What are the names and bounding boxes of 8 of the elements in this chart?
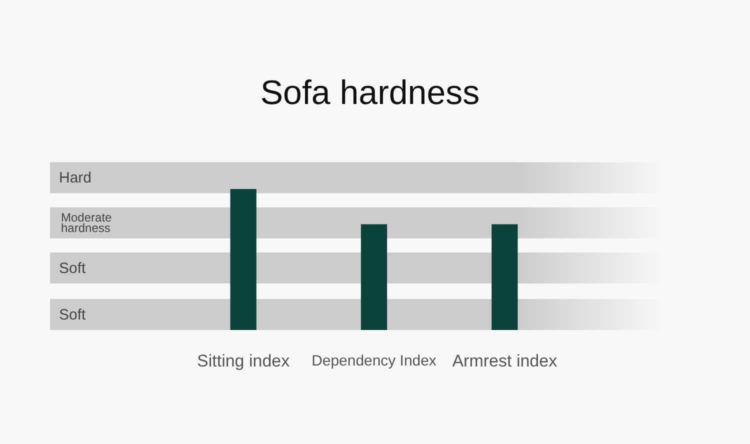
band-label: Soft [59,306,87,323]
band-label: Moderate hardness [61,210,112,235]
x-tick-label: Sitting index [197,352,290,370]
band-label: Soft [59,259,87,276]
x-tick-label: Dependency Index [312,352,437,370]
x-tick-label: Armrest index [452,352,558,370]
chart-title: Sofa hardness [260,74,480,112]
band-label: Hard [59,169,92,186]
